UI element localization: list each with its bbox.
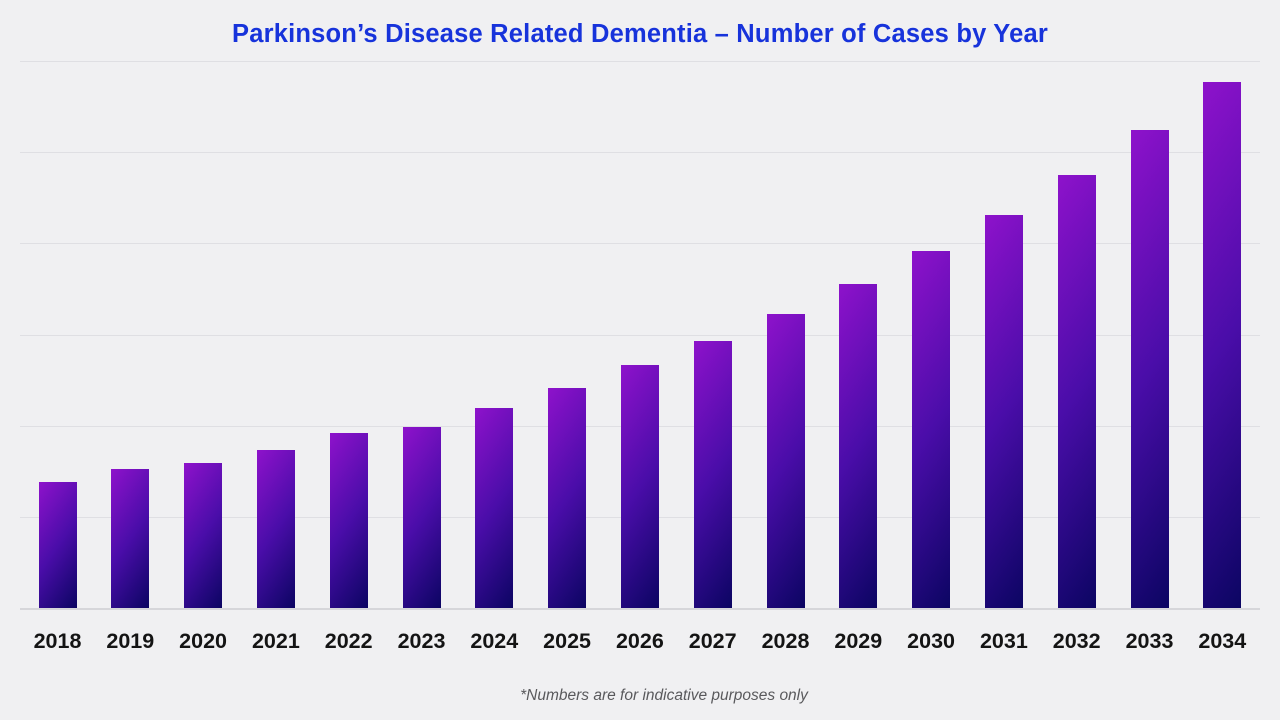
- x-label-2030: 2030: [907, 629, 956, 653]
- x-label-2018: 2018: [33, 629, 82, 653]
- x-axis-labels: 2018 2019 2020 2021 2022 2023 2024 2025 2026 2027…: [20, 629, 1260, 661]
- bar-2030: [912, 251, 951, 608]
- x-label-2028: 2028: [761, 629, 810, 653]
- bar-2025: [548, 388, 587, 608]
- x-label-2019: 2019: [106, 629, 155, 653]
- x-label-2025: 2025: [543, 629, 592, 653]
- gridline: [20, 334, 1260, 336]
- bar-2027: [693, 341, 732, 608]
- bar-2029: [839, 284, 878, 608]
- chart-title: Parkinson’s Disease Related Dementia – N…: [231, 20, 1048, 48]
- gridline: [20, 152, 1260, 154]
- x-label-2032: 2032: [1052, 629, 1101, 653]
- plot-area: [20, 61, 1260, 610]
- bar-2026: [620, 365, 659, 608]
- x-label-2031: 2031: [979, 629, 1028, 653]
- x-label-2033: 2033: [1125, 629, 1174, 653]
- footnote: *Numbers are for indicative purposes onl…: [520, 687, 808, 704]
- bar-2023: [402, 427, 441, 608]
- bar-2031: [984, 215, 1023, 608]
- x-label-2026: 2026: [615, 629, 664, 653]
- gridline: [20, 61, 1260, 62]
- bar-2032: [1057, 175, 1096, 608]
- bar-2033: [1130, 130, 1169, 608]
- x-label-2029: 2029: [834, 629, 883, 653]
- x-label-2027: 2027: [688, 629, 737, 653]
- x-label-2020: 2020: [179, 629, 228, 653]
- x-label-2021: 2021: [251, 629, 300, 653]
- x-label-2034: 2034: [1198, 629, 1247, 653]
- bar-2020: [184, 463, 223, 608]
- x-label-2024: 2024: [470, 629, 519, 653]
- x-label-2022: 2022: [324, 629, 373, 653]
- bar-2022: [329, 433, 368, 608]
- bar-2028: [766, 314, 805, 608]
- bar-2024: [475, 408, 514, 608]
- x-label-2023: 2023: [397, 629, 446, 653]
- bar-2021: [256, 450, 295, 608]
- bar-2019: [111, 469, 150, 608]
- gridline: [20, 243, 1260, 245]
- bar-2034: [1203, 82, 1242, 608]
- bar-2018: [38, 482, 77, 608]
